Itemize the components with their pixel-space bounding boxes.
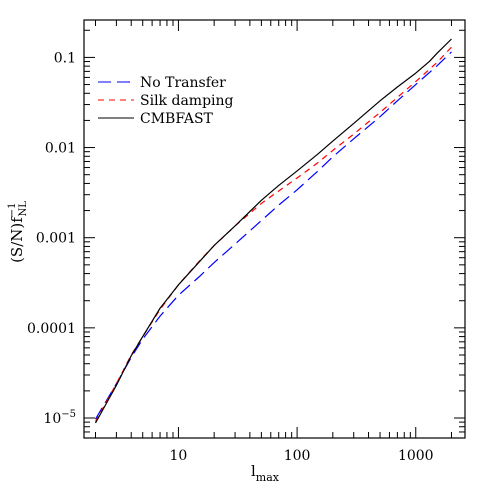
- y-tick-label: 0.1: [54, 50, 76, 66]
- x-axis-label: lmax: [251, 462, 280, 484]
- series-layer: [94, 38, 452, 424]
- y-tick-label: 0.0001: [27, 321, 76, 337]
- y-tick-label: 0.01: [45, 141, 76, 157]
- plot-frame: [83, 19, 466, 439]
- legend: No Transfer Silk damping CMBFAST: [98, 75, 234, 127]
- y-tick-labels: 10−5 0.0001 0.001 0.01 0.1: [27, 50, 76, 427]
- series-line-cmbfast: [94, 38, 452, 424]
- y-tick-label: 0.001: [36, 231, 76, 247]
- y-axis-label: (S/N)f−1NL: [7, 201, 29, 263]
- legend-label-no-transfer: No Transfer: [140, 75, 226, 91]
- x-tick-label: 100: [284, 448, 311, 464]
- x-tick-labels: 10 100 1000: [170, 448, 434, 464]
- y-tick-label: 10−5: [43, 409, 76, 427]
- series-line-no-transfer: [94, 51, 452, 420]
- legend-label-cmbfast: CMBFAST: [140, 111, 214, 127]
- x-tick-label: 10: [170, 448, 188, 464]
- legend-label-silk-damping: Silk damping: [140, 93, 234, 109]
- ticks-layer: [84, 20, 465, 439]
- x-tick-label: 1000: [398, 448, 434, 464]
